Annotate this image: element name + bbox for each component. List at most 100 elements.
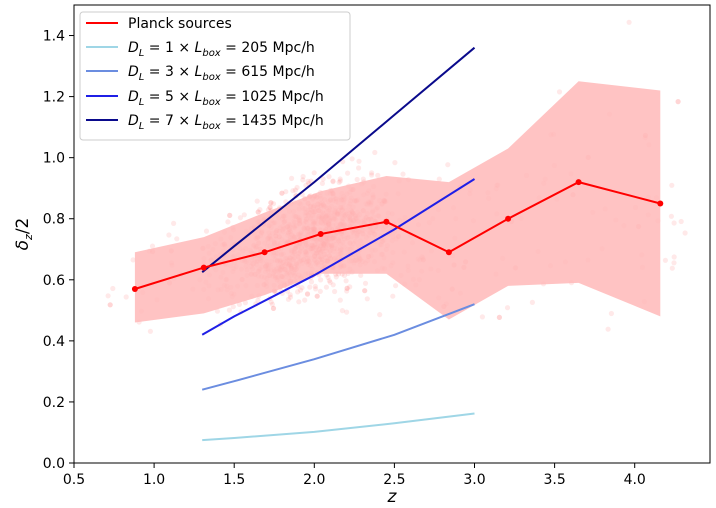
scatter-point — [330, 178, 336, 184]
scatter-point — [270, 305, 277, 311]
planck-point — [657, 200, 664, 207]
y-axis-title: δz/2 — [13, 218, 35, 251]
scatter-point — [300, 173, 306, 180]
scatter-point — [339, 308, 345, 314]
scatter-point — [214, 308, 220, 314]
scatter-point — [203, 228, 210, 234]
scatter-point — [436, 176, 442, 182]
scatter-point — [225, 219, 231, 225]
x-tick-label: 1.0 — [143, 472, 165, 488]
scatter-point — [236, 301, 242, 307]
y-tick-label: 0.8 — [43, 212, 65, 228]
scatter-point — [230, 304, 236, 310]
scatter-point — [171, 220, 177, 226]
scatter-point — [678, 218, 684, 225]
y-tick-label: 0.2 — [43, 395, 65, 411]
y-axis-ticks: 0.0 0.2 0.4 0.6 0.8 1.0 1.2 1.4 — [43, 29, 74, 472]
scatter-point — [529, 299, 536, 305]
scatter-point — [337, 178, 343, 184]
legend-label: Planck sources — [128, 16, 232, 32]
scatter-point — [392, 160, 398, 166]
scatter-point — [336, 179, 342, 185]
scatter-point — [626, 19, 632, 25]
scatter-point — [270, 305, 277, 311]
y-tick-label: 0.0 — [43, 456, 65, 472]
scatter-point — [356, 158, 362, 164]
scatter-point — [326, 174, 332, 180]
legend-box — [79, 11, 351, 141]
scatter-point — [290, 188, 296, 194]
planck-point — [131, 286, 138, 292]
scatter-point — [255, 209, 261, 215]
scatter-point — [313, 286, 319, 292]
scatter-point — [372, 149, 378, 156]
planck-point — [575, 179, 582, 186]
scatter-point — [287, 292, 293, 298]
scatter-point — [296, 299, 302, 305]
scatter-point — [479, 314, 485, 320]
y-tick-label: 1.2 — [43, 90, 65, 106]
scatter-point — [289, 175, 295, 181]
scatter-point — [330, 282, 336, 288]
legend-label: DL = 5 × Lbox = 1025 Mpc/h — [128, 89, 324, 108]
scatter-point — [671, 254, 677, 260]
planck-layer — [131, 179, 664, 292]
scatter-point — [605, 326, 611, 332]
scatter-point — [174, 236, 180, 242]
scatter-point — [496, 314, 502, 320]
scatter-point — [302, 297, 308, 303]
scatter-point — [268, 200, 274, 206]
x-tick-label: 1.5 — [223, 472, 245, 488]
scatter-point — [311, 170, 317, 176]
scatter-point — [675, 99, 681, 105]
scatter-point — [358, 272, 364, 278]
planck-point — [261, 249, 268, 256]
legend: Planck sources DL = 1 × Lbox = 205 Mpc/h D… — [79, 11, 351, 141]
scatter-point — [107, 302, 113, 308]
x-tick-label: 3.5 — [543, 472, 565, 488]
scatter-point — [332, 288, 338, 295]
scatter-point — [123, 294, 129, 300]
scatter-point — [279, 190, 285, 196]
scatter-point — [362, 280, 369, 286]
scatter-point — [333, 274, 339, 280]
scatter-point — [149, 243, 156, 249]
scatter-point — [305, 178, 311, 184]
scatter-point — [130, 257, 136, 263]
series-layer — [201, 46, 476, 442]
legend-label: DL = 1 × Lbox = 205 Mpc/h — [128, 40, 315, 59]
scatter-point — [669, 265, 675, 271]
planck-point — [383, 218, 390, 225]
series-line-2 — [201, 303, 475, 391]
scatter-point — [364, 296, 370, 302]
scatter-point — [608, 310, 615, 317]
scatter-point — [267, 204, 273, 210]
scatter-point — [668, 213, 675, 219]
scatter-point — [354, 176, 360, 183]
legend-label: DL = 3 × Lbox = 615 Mpc/h — [128, 64, 315, 83]
scatter-point — [400, 171, 406, 177]
scatter-point — [320, 176, 326, 182]
scatter-point — [107, 302, 113, 308]
x-tick-label: 2.5 — [383, 472, 405, 488]
scatter-point — [393, 283, 399, 289]
scatter-point — [105, 293, 111, 299]
scatter-point — [341, 272, 348, 279]
scatter-point — [345, 170, 351, 176]
y-tick-label: 1.0 — [43, 151, 65, 167]
x-tick-label: 4.0 — [624, 472, 646, 488]
x-axis-title: z — [387, 487, 398, 507]
scatter-point — [304, 291, 311, 297]
scatter-point — [268, 200, 274, 206]
scatter-point — [294, 184, 300, 191]
x-tick-label: 0.5 — [63, 472, 85, 488]
scatter-point — [308, 178, 314, 184]
scatter-point — [269, 301, 275, 307]
scatter-point — [337, 176, 343, 182]
scatter-point — [166, 232, 172, 238]
scatter-point — [356, 165, 362, 171]
scatter-point — [255, 297, 261, 303]
x-axis-ticks: 0.5 1.0 1.5 2.0 2.5 3.0 3.5 4.0 — [63, 463, 646, 488]
scatter-point — [318, 277, 324, 283]
scatter-point — [267, 204, 273, 210]
